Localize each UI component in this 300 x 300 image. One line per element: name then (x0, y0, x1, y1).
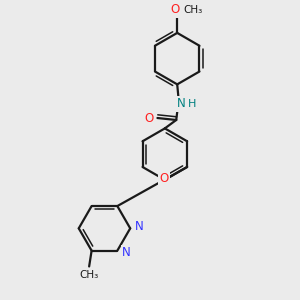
Text: O: O (171, 3, 180, 16)
Text: N: N (177, 97, 185, 110)
Text: H: H (188, 99, 197, 109)
Text: N: N (122, 246, 131, 259)
Text: CH₃: CH₃ (183, 4, 203, 15)
Text: N: N (135, 220, 144, 233)
Text: O: O (144, 112, 154, 124)
Text: CH₃: CH₃ (80, 270, 99, 280)
Text: O: O (160, 172, 169, 185)
